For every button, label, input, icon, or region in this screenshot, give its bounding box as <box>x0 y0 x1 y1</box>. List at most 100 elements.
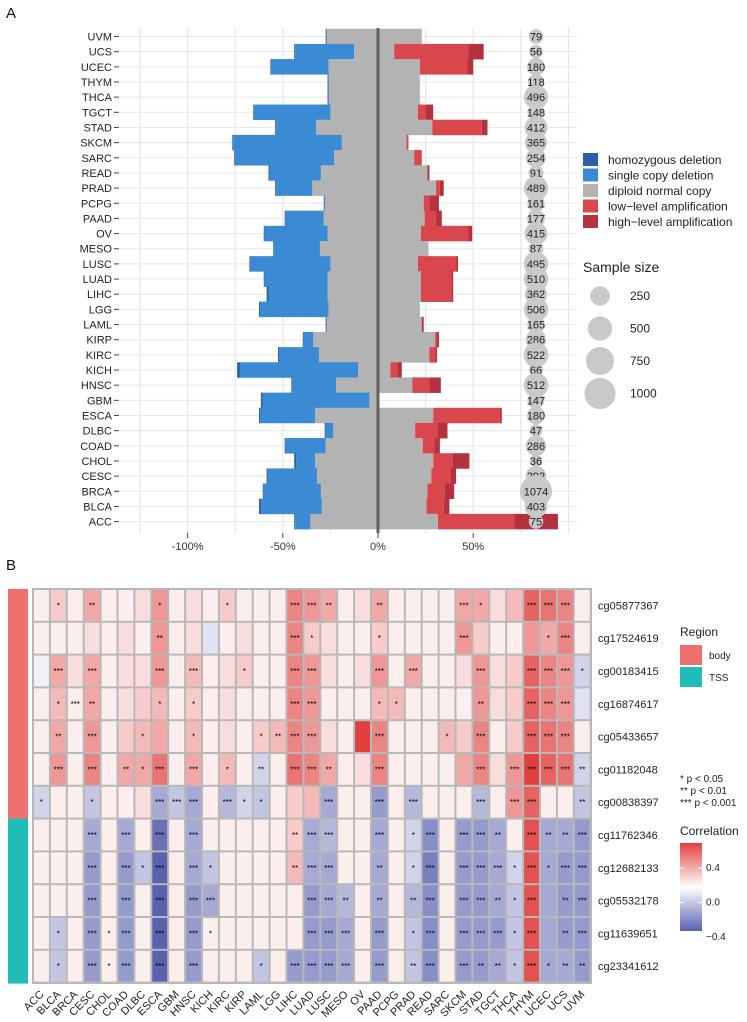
size-legend-title: Sample size <box>583 259 659 275</box>
bar-high-amplification-UCS <box>468 43 484 60</box>
significance-mark: ** <box>292 831 298 840</box>
heatmap-cell <box>574 885 590 916</box>
heatmap-cell <box>219 918 235 949</box>
region-bar-TSS <box>8 884 28 918</box>
heatmap-cell <box>203 852 218 884</box>
heatmap-cell <box>338 950 354 982</box>
correlation-legend-ticks: 0.4 0.0 −0.4 <box>680 863 726 943</box>
heatmap-cell <box>456 754 472 785</box>
legend-swatch <box>583 215 598 228</box>
significance-mark: * <box>513 897 516 906</box>
heatmap-cell <box>67 950 83 982</box>
heatmap-cell <box>203 786 218 818</box>
heatmap-cell <box>253 655 269 687</box>
significance-mark: *** <box>375 667 384 676</box>
heatmap-cell <box>50 786 66 818</box>
bar-single-deletion-LUSC <box>250 256 331 272</box>
significance-mark: * <box>395 700 398 709</box>
heatmap-cell <box>338 885 354 916</box>
bar-diploid-LAML <box>326 316 422 333</box>
significance-mark: *** <box>476 929 485 938</box>
heatmap-cell <box>372 852 387 884</box>
heatmap-cell <box>34 885 49 916</box>
bar-diploid-PAAD <box>323 210 425 227</box>
heatmap-cell <box>524 622 539 654</box>
heatmap-cell <box>253 721 269 752</box>
significance-mark: *** <box>527 831 536 840</box>
correlation-colorbar <box>680 843 702 931</box>
heatmap-cell <box>203 590 218 621</box>
heatmap-cell <box>422 721 438 752</box>
bar-high-amplification-PAAD <box>436 210 442 227</box>
bar-diploid-LGG <box>328 301 420 318</box>
heatmap-cell <box>372 688 387 720</box>
heatmap-cell <box>473 688 489 720</box>
heatmap-cell <box>338 754 354 785</box>
heatmap-cell <box>169 754 185 785</box>
heatmap-cell <box>372 786 387 818</box>
heatmap-cell <box>524 688 539 720</box>
significance-mark: *** <box>87 962 96 971</box>
significance-mark: * <box>513 929 516 938</box>
significance-mark: *** <box>544 733 553 742</box>
significance-mark: *** <box>324 929 333 938</box>
heatmap-cell <box>84 852 100 884</box>
significance-mark: * <box>141 864 144 873</box>
heatmap-cell <box>372 754 387 785</box>
heatmap-cell <box>490 590 506 621</box>
significance-mark: *** <box>459 897 468 906</box>
heatmap-cell <box>203 819 218 851</box>
sample-size-label-ACC: 75 <box>530 517 542 529</box>
sample-size-circle-THCA <box>523 84 549 110</box>
sample-size-circle-UCS <box>529 44 543 59</box>
row-label-cg05877367: cg05877367 <box>598 600 659 612</box>
heatmap-cell <box>270 786 286 818</box>
bar-diploid-ESCA <box>315 407 434 424</box>
significance-mark: *** <box>425 864 434 873</box>
significance-mark: *** <box>290 733 299 742</box>
heatmap-cell <box>101 655 117 687</box>
heatmap-cell <box>456 590 472 621</box>
heatmap-cell <box>338 655 354 687</box>
row-label-cg00838397: cg00838397 <box>598 797 659 809</box>
significance-mark: *** <box>307 864 316 873</box>
heatmap-cell <box>405 918 421 949</box>
significance-mark: *** <box>155 765 164 774</box>
significance-legend: * p < 0.05** p < 0.01*** p < 0.001 <box>680 774 737 809</box>
bar-high-amplification-STAD <box>481 119 488 136</box>
bar-diploid-LUAD <box>327 271 421 287</box>
heatmap-cell <box>541 819 556 851</box>
heatmap-cell <box>118 754 134 785</box>
significance-mark: *** <box>223 798 232 807</box>
significance-mark: *** <box>476 765 485 774</box>
heatmap-cell <box>439 786 455 818</box>
panel-a-bars <box>232 28 558 530</box>
heatmap-cell <box>557 786 573 818</box>
sample-size-circle-UVM <box>528 29 544 44</box>
significance-mark: *** <box>459 634 468 643</box>
significance-mark: *** <box>425 962 434 971</box>
heatmap-cell <box>524 655 539 687</box>
heatmap-cell <box>270 885 286 916</box>
significance-mark: *** <box>189 765 198 774</box>
heatmap-cell <box>152 918 168 949</box>
bar-single-deletion-ESCA <box>259 407 316 424</box>
significance-mark: *** <box>544 667 553 676</box>
significance-mark: *** <box>459 962 468 971</box>
heatmap-cell <box>541 786 556 818</box>
heatmap-cell <box>34 852 49 884</box>
significance-mark: ** <box>478 700 484 709</box>
sample-size-label-CHOL: 36 <box>530 456 542 468</box>
heatmap-cell <box>372 622 387 654</box>
panel-b-tag: B <box>6 557 16 574</box>
bar-low-amplification-KIRC <box>429 347 436 363</box>
bar-single-deletion-SKCM <box>233 134 342 151</box>
heatmap-cell <box>490 786 506 818</box>
heatmap-cell <box>236 786 252 818</box>
heatmap-cell <box>439 885 455 916</box>
heatmap-cell <box>456 721 472 752</box>
bar-low-amplification-LUSC <box>417 256 457 272</box>
significance-mark: * <box>513 864 516 873</box>
heatmap-cell <box>574 918 590 949</box>
significance-mark: *** <box>409 798 418 807</box>
